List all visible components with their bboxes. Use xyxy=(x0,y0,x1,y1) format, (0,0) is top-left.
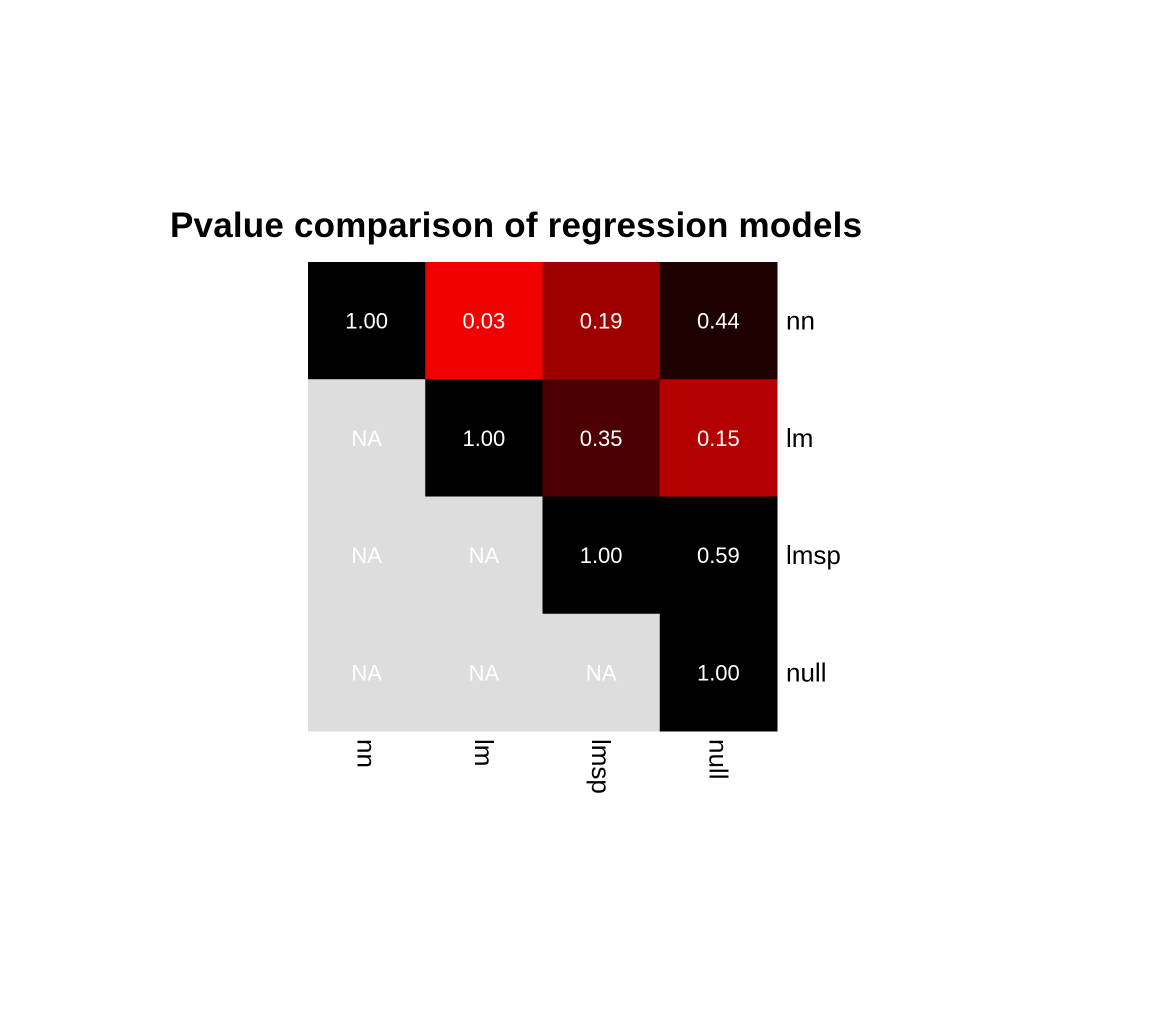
heatmap-cell-lmsp-nn xyxy=(308,496,426,615)
cell-label-nn-lmsp: 0.19 xyxy=(580,309,623,334)
heatmap-cell-null-null xyxy=(659,613,778,732)
column-label-null: null xyxy=(703,739,733,779)
cell-label-nn-nn: 1.00 xyxy=(345,309,388,334)
cell-label-null-null: 1.00 xyxy=(697,660,740,685)
heatmap-cell-null-nn xyxy=(308,613,426,732)
column-label-nn: nn xyxy=(352,739,382,768)
cell-label-lmsp-nn: NA xyxy=(351,543,382,568)
heatmap-cell-lmsp-null xyxy=(659,496,778,615)
cell-label-lmsp-lm: NA xyxy=(469,543,500,568)
row-label-nn: nn xyxy=(786,306,815,336)
heatmap-cell-lm-null xyxy=(659,379,778,497)
heatmap-cell-lm-lmsp xyxy=(542,379,661,497)
cell-label-nn-lm: 0.03 xyxy=(462,309,505,334)
cell-label-null-lm: NA xyxy=(469,660,500,685)
heatmap-cell-nn-lm xyxy=(425,262,543,380)
row-label-lm: lm xyxy=(786,423,813,453)
heatmap-cell-lmsp-lm xyxy=(425,496,543,615)
column-label-lm: lm xyxy=(469,739,499,766)
cell-label-nn-null: 0.44 xyxy=(697,309,740,334)
heatmap-cell-lmsp-lmsp xyxy=(542,496,661,615)
column-label-lmsp: lmsp xyxy=(586,739,616,794)
cell-label-null-nn: NA xyxy=(351,660,382,685)
cell-label-lm-nn: NA xyxy=(351,426,382,451)
heatmap-cell-lm-lm xyxy=(425,379,543,497)
cell-label-lmsp-lmsp: 1.00 xyxy=(580,543,623,568)
chart-title: Pvalue comparison of regression models xyxy=(170,206,863,245)
row-label-null: null xyxy=(786,657,826,687)
cell-label-lm-lmsp: 0.35 xyxy=(580,426,623,451)
heatmap-cell-nn-null xyxy=(659,262,778,380)
row-label-lmsp: lmsp xyxy=(786,540,841,570)
cell-label-lm-lm: 1.00 xyxy=(462,426,505,451)
heatmap-cell-nn-nn xyxy=(308,262,426,380)
heatmap-cell-null-lm xyxy=(425,613,543,732)
cell-label-null-lmsp: NA xyxy=(586,660,617,685)
cell-label-lm-null: 0.15 xyxy=(697,426,740,451)
heatmap-cell-lm-nn xyxy=(308,379,426,497)
cell-label-lmsp-null: 0.59 xyxy=(697,543,740,568)
heatmap-cell-null-lmsp xyxy=(542,613,661,732)
heatmap-cell-nn-lmsp xyxy=(542,262,661,380)
